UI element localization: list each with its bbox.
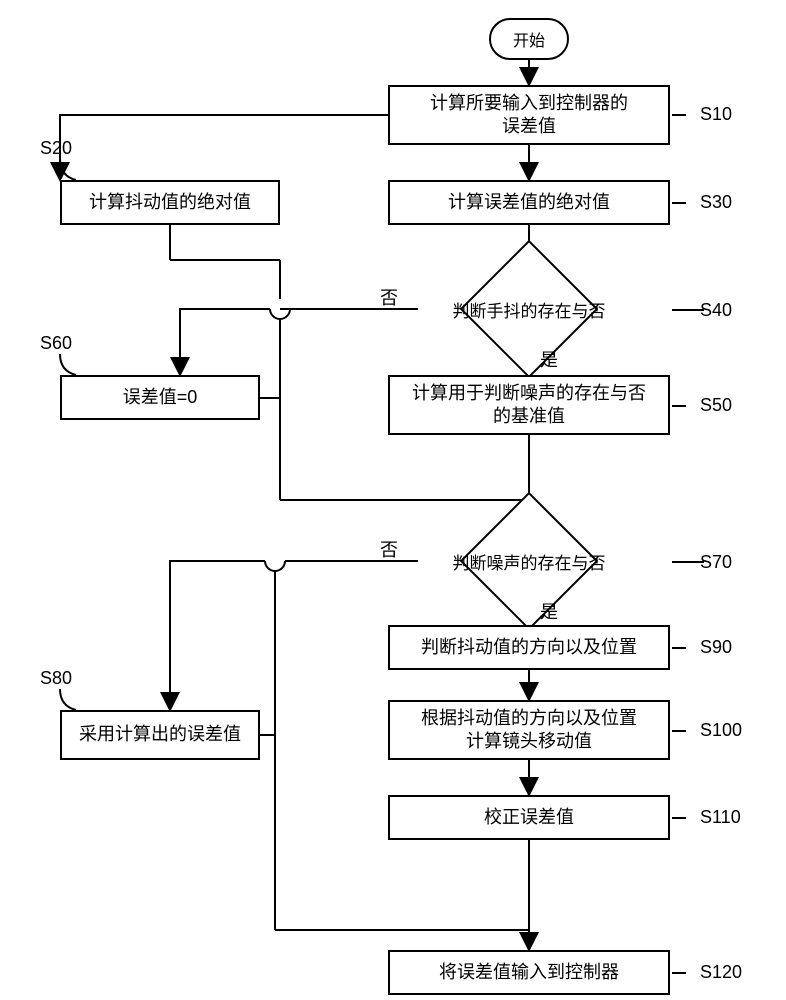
step-s90: 判断抖动值的方向以及位置 xyxy=(388,625,670,670)
s70-tick xyxy=(672,561,704,563)
s120-tick xyxy=(672,972,686,974)
s120-text: 将误差值输入到控制器 xyxy=(439,961,619,984)
s10-text: 计算所要输入到控制器的 误差值 xyxy=(430,92,628,139)
s50-text: 计算用于判断噪声的存在与否 的基准值 xyxy=(412,382,646,429)
s80-label: S80 xyxy=(40,668,72,689)
s60-text: 误差值=0 xyxy=(123,386,198,409)
step-s80: 采用计算出的误差值 xyxy=(60,710,260,760)
s110-text: 校正误差值 xyxy=(484,806,574,829)
s100-label: S100 xyxy=(700,720,742,741)
s60-label: S60 xyxy=(40,333,72,354)
decision-s40 xyxy=(460,240,599,379)
s40-tick xyxy=(672,309,704,311)
s50-tick xyxy=(672,405,686,407)
s120-label: S120 xyxy=(700,962,742,983)
s100-text: 根据抖动值的方向以及位置 计算镜头移动值 xyxy=(421,707,637,754)
s30-text: 计算误差值的绝对值 xyxy=(448,191,610,214)
s10-tick xyxy=(672,114,686,116)
s70-no: 否 xyxy=(380,536,398,562)
step-s30: 计算误差值的绝对值 xyxy=(388,180,670,225)
s110-label: S110 xyxy=(700,807,741,828)
step-s20: 计算抖动值的绝对值 xyxy=(60,180,280,225)
s10-label: S10 xyxy=(700,104,732,125)
decision-s70 xyxy=(460,492,599,631)
step-s50: 计算用于判断噪声的存在与否 的基准值 xyxy=(388,375,670,435)
s100-tick xyxy=(672,730,686,732)
start-label: 开始 xyxy=(513,27,545,51)
s40-label: S40 xyxy=(700,300,732,321)
s90-text: 判断抖动值的方向以及位置 xyxy=(421,636,637,659)
step-s100: 根据抖动值的方向以及位置 计算镜头移动值 xyxy=(388,700,670,760)
s20-text: 计算抖动值的绝对值 xyxy=(89,191,251,214)
s20-label: S20 xyxy=(40,138,72,159)
s70-label: S70 xyxy=(700,552,732,573)
s90-tick xyxy=(672,647,686,649)
s80-text: 采用计算出的误差值 xyxy=(79,723,241,746)
s50-label: S50 xyxy=(700,395,732,416)
step-s60: 误差值=0 xyxy=(60,375,260,420)
s110-tick xyxy=(672,817,686,819)
s70-yes: 是 xyxy=(540,598,558,624)
step-s10: 计算所要输入到控制器的 误差值 xyxy=(388,85,670,145)
s30-label: S30 xyxy=(700,192,732,213)
s90-label: S90 xyxy=(700,637,732,658)
s40-yes: 是 xyxy=(540,346,558,372)
step-s120: 将误差值输入到控制器 xyxy=(388,950,670,995)
step-s110: 校正误差值 xyxy=(388,795,670,840)
s30-tick xyxy=(672,202,686,204)
start-terminal: 开始 xyxy=(489,18,569,60)
s40-no: 否 xyxy=(380,284,398,310)
